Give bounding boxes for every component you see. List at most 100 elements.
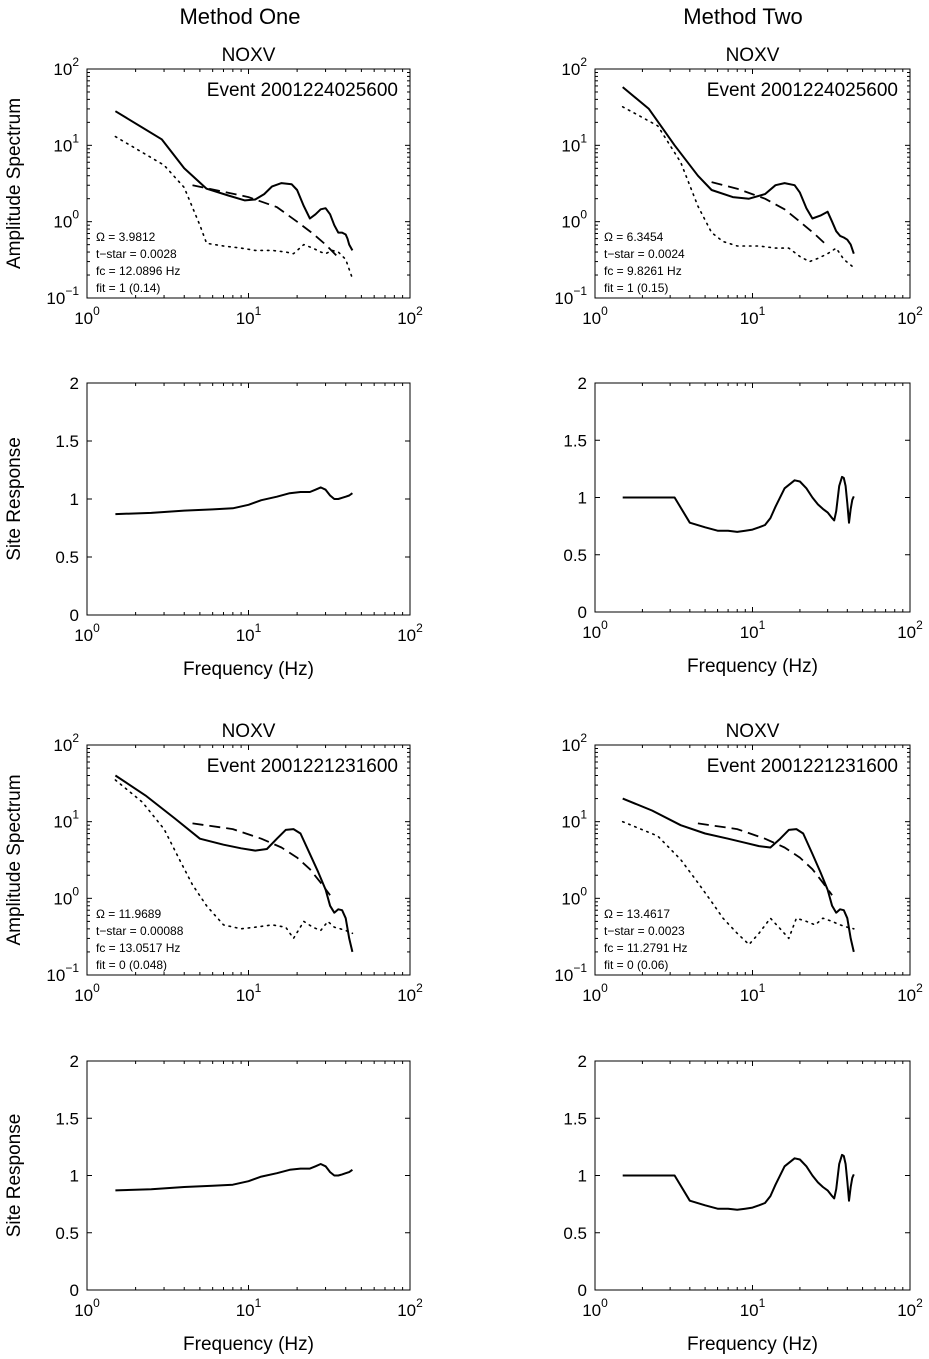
column-title-method-one: Method One xyxy=(179,4,300,29)
x-tick-label: 101 xyxy=(236,1296,262,1320)
panel-title: NOXV xyxy=(726,721,780,742)
fit-parameter: Ω = 11.9689 xyxy=(96,907,161,921)
x-tick-label: 100 xyxy=(582,304,608,328)
x-tick-label: 102 xyxy=(397,981,423,1005)
event-label: Event 2001221231600 xyxy=(207,756,398,777)
x-axis-label: Frequency (Hz) xyxy=(687,1334,818,1355)
x-tick-label: 102 xyxy=(397,1296,423,1320)
y-tick-label: 101 xyxy=(561,808,587,832)
x-tick-label: 100 xyxy=(74,621,100,645)
fit-parameter: fit = 0 (0.06) xyxy=(604,958,668,972)
y-tick-label: 102 xyxy=(53,731,79,755)
fit-parameter: Ω = 3.9812 xyxy=(96,230,156,244)
plot-frame xyxy=(86,1060,411,1291)
x-tick-label: 102 xyxy=(897,304,923,328)
y-tick-label: 2 xyxy=(578,374,587,393)
series-line-dotted xyxy=(114,135,354,280)
fit-parameter: Ω = 6.3454 xyxy=(604,230,664,244)
panel-title: NOXV xyxy=(222,721,276,742)
y-tick-label: 102 xyxy=(561,55,587,79)
series-line-dotted xyxy=(114,779,354,940)
event-label: Event 2001224025600 xyxy=(207,80,398,101)
y-tick-label: 0.5 xyxy=(55,1224,79,1243)
panel-3-site: 100 101 102 0 0.5 1 1.5 2 Frequency (Hz) xyxy=(563,374,923,677)
y-tick-label: 100 xyxy=(561,208,587,232)
fit-parameter: fc = 12.0896 Hz xyxy=(96,264,180,278)
series-line-dashed xyxy=(711,181,829,247)
x-axis-label: Frequency (Hz) xyxy=(687,656,818,677)
fit-parameter: t−star = 0.0028 xyxy=(96,247,177,261)
y-tick-label: 10−1 xyxy=(46,961,79,985)
y-tick-label: 1 xyxy=(70,490,79,509)
x-tick-label: 102 xyxy=(897,1296,923,1320)
y-tick-label: 1.5 xyxy=(55,432,79,451)
series-line-solid xyxy=(114,110,354,251)
y-axis-label: Site Response xyxy=(4,437,25,561)
y-tick-label: 1 xyxy=(578,489,587,508)
x-tick-label: 101 xyxy=(236,621,262,645)
x-tick-label: 101 xyxy=(740,618,766,642)
y-tick-label: 0.5 xyxy=(55,548,79,567)
event-label: Event 2001224025600 xyxy=(707,80,898,101)
panel-7-site: 100 101 102 0 0.5 1 1.5 2 Frequency (Hz) xyxy=(563,1052,923,1355)
y-tick-label: 10−1 xyxy=(554,961,587,985)
panel-6-site: 100 101 102 0 0.5 1 1.5 2 Site Response Frequency… xyxy=(4,1052,423,1355)
y-tick-label: 1.5 xyxy=(563,431,587,450)
y-tick-label: 0.5 xyxy=(563,1224,587,1243)
column-title-method-two: Method Two xyxy=(683,4,802,29)
y-tick-label: 100 xyxy=(53,208,79,232)
y-tick-label: 1.5 xyxy=(55,1109,79,1128)
panel-title: NOXV xyxy=(222,45,276,66)
y-tick-label: 102 xyxy=(561,731,587,755)
fit-parameter: fit = 1 (0.15) xyxy=(604,281,668,295)
series-line-dashed xyxy=(192,822,331,896)
y-axis-label: Site Response xyxy=(4,1114,25,1238)
series-line-solid xyxy=(115,1163,353,1192)
panel-2-site: 100 101 102 0 0.5 1 1.5 2 Site Response Frequency… xyxy=(4,374,423,680)
series-line-solid xyxy=(622,1153,855,1211)
event-label: Event 2001221231600 xyxy=(707,756,898,777)
y-tick-label: 101 xyxy=(53,131,79,155)
x-tick-label: 102 xyxy=(897,981,923,1005)
fit-parameter: fit = 1 (0.14) xyxy=(96,281,160,295)
series-line-solid xyxy=(114,774,354,953)
fit-parameter: fc = 13.0517 Hz xyxy=(96,941,180,955)
fit-parameter: t−star = 0.0024 xyxy=(604,247,685,261)
x-tick-label: 100 xyxy=(582,618,608,642)
x-tick-label: 100 xyxy=(74,304,100,328)
y-tick-label: 10−1 xyxy=(554,284,587,308)
y-tick-label: 0.5 xyxy=(563,546,587,565)
x-tick-label: 101 xyxy=(740,1296,766,1320)
x-tick-label: 102 xyxy=(897,618,923,642)
fit-parameter: fit = 0 (0.048) xyxy=(96,958,167,972)
fit-parameter: Ω = 13.4617 xyxy=(604,907,670,921)
y-tick-label: 0 xyxy=(578,1281,587,1300)
y-axis-label: Amplitude Spectrum xyxy=(4,774,25,945)
y-tick-label: 1 xyxy=(578,1167,587,1186)
x-tick-label: 100 xyxy=(582,1296,608,1320)
series-line-dotted xyxy=(621,106,855,269)
x-tick-label: 101 xyxy=(740,304,766,328)
fit-parameter: t−star = 0.0023 xyxy=(604,924,685,938)
series-line-dashed xyxy=(697,822,833,896)
x-tick-label: 101 xyxy=(236,981,262,1005)
x-tick-label: 101 xyxy=(236,304,262,328)
y-tick-label: 10−1 xyxy=(46,284,79,308)
y-tick-label: 2 xyxy=(578,1052,587,1071)
y-tick-label: 100 xyxy=(53,884,79,908)
y-tick-label: 2 xyxy=(70,1052,79,1071)
x-axis-label: Frequency (Hz) xyxy=(183,659,314,680)
y-tick-label: 0 xyxy=(70,606,79,625)
x-tick-label: 102 xyxy=(397,304,423,328)
x-tick-label: 100 xyxy=(582,981,608,1005)
x-tick-label: 100 xyxy=(74,981,100,1005)
y-tick-label: 1 xyxy=(70,1167,79,1186)
x-tick-label: 102 xyxy=(397,621,423,645)
series-line-solid xyxy=(622,797,855,953)
fit-parameter: fc = 9.8261 Hz xyxy=(604,264,682,278)
series-line-dotted xyxy=(621,820,855,946)
series-line-solid xyxy=(115,486,353,516)
